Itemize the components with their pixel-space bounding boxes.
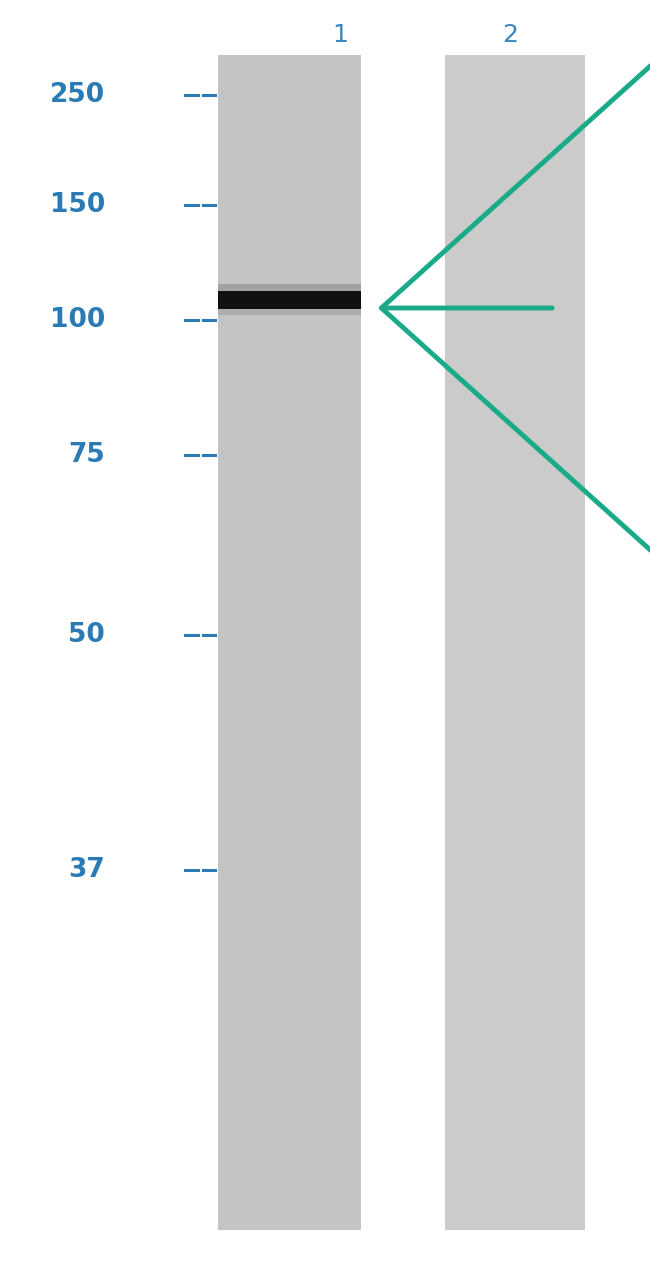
Text: 250: 250 [50,83,105,108]
Bar [218,55,361,1231]
Text: 37: 37 [68,857,105,883]
Text: 100: 100 [50,307,105,333]
Bar [218,291,361,309]
Text: 50: 50 [68,622,105,648]
Text: 2: 2 [502,23,518,47]
Bar [218,284,361,293]
Bar [218,309,361,315]
Text: 150: 150 [50,192,105,218]
Bar [445,55,585,1231]
Text: 1: 1 [332,23,348,47]
Text: 75: 75 [68,442,105,469]
